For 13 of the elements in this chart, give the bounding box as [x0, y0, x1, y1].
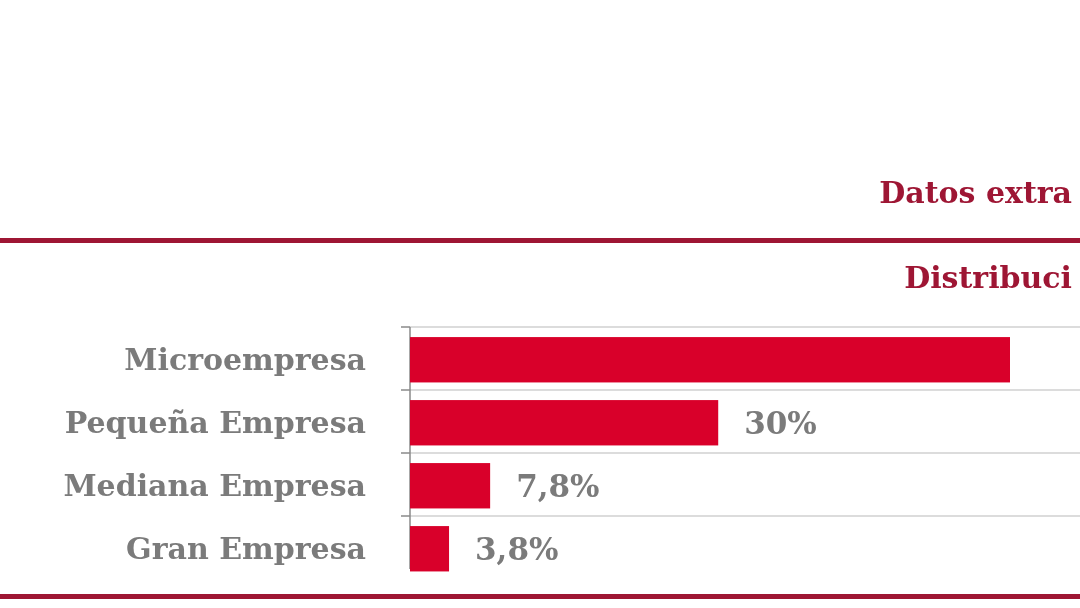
chart-subtitle: Distribuci	[904, 260, 1072, 295]
y-tick-label: Pequeña Empresa	[64, 404, 366, 440]
y-tick-label: Mediana Empresa	[63, 467, 366, 503]
data-label: 3,8%	[475, 530, 559, 567]
y-tick-label: Gran Empresa	[126, 530, 366, 566]
bar	[410, 337, 1010, 383]
data-label: 7,8%	[516, 467, 600, 504]
chart-title: Datos extra	[879, 175, 1072, 210]
data-label: 30%	[744, 404, 817, 441]
bar	[410, 526, 450, 572]
bar	[410, 463, 491, 509]
bar	[410, 400, 719, 446]
y-tick-label: Microempresa	[124, 341, 366, 377]
